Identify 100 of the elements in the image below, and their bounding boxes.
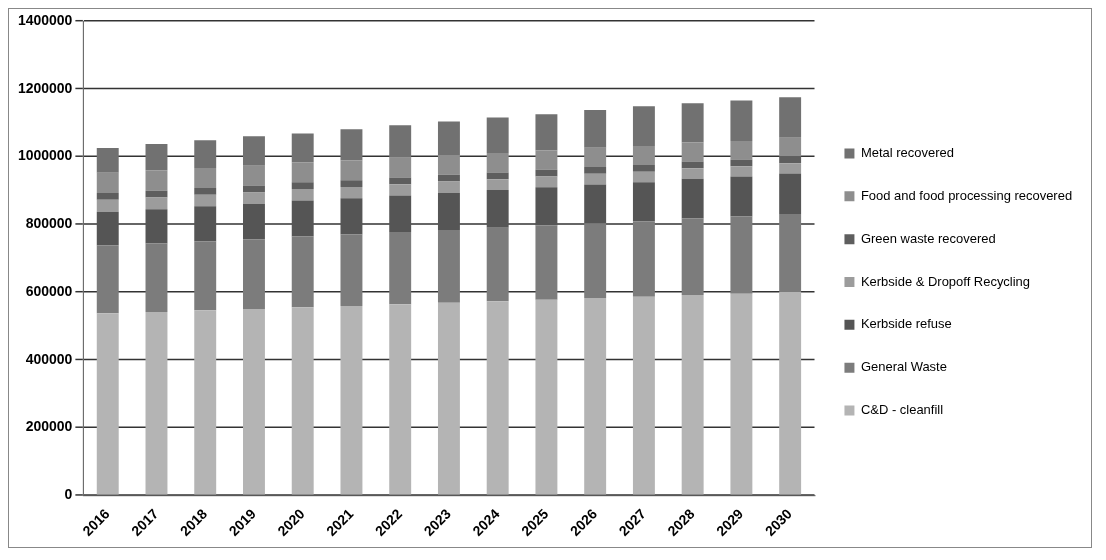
bar [730, 140, 753, 160]
bar [340, 198, 363, 235]
bar [681, 142, 704, 162]
bar [389, 304, 412, 495]
bar [437, 230, 460, 303]
bar [437, 192, 460, 230]
y-tick-label: 1200000 [18, 79, 73, 96]
bar [584, 110, 607, 148]
bar [486, 172, 509, 180]
bar [486, 117, 509, 154]
bar [486, 190, 509, 228]
bar [243, 192, 265, 204]
bar [486, 227, 509, 302]
bar [584, 173, 607, 185]
bar [243, 308, 265, 495]
bar [437, 155, 460, 175]
bar [535, 187, 558, 226]
bar [437, 181, 460, 193]
bar [340, 160, 363, 181]
bar [291, 182, 314, 190]
bar [194, 194, 217, 207]
bar [389, 177, 412, 185]
bar [535, 299, 558, 495]
bar [145, 170, 168, 191]
bar [632, 106, 655, 146]
bar [584, 166, 607, 174]
bar [389, 125, 412, 158]
bar [96, 313, 119, 495]
bar [535, 225, 558, 300]
bar [779, 156, 802, 164]
bar [584, 147, 607, 167]
bar [291, 133, 314, 163]
bar [194, 241, 217, 311]
bar [486, 301, 509, 495]
bar [437, 121, 460, 156]
bar [243, 239, 265, 309]
bar [632, 182, 655, 222]
y-tick-label: 0 [64, 486, 73, 503]
bar [145, 143, 168, 171]
legend-label: General Waste [860, 359, 947, 375]
bar [145, 197, 168, 210]
legend-label: Food and food processing recovered [860, 187, 1073, 203]
y-tick-label: 200000 [25, 418, 73, 435]
bar [730, 100, 753, 141]
bar [243, 165, 265, 186]
bar [584, 298, 607, 495]
bar [584, 184, 607, 224]
bar [535, 150, 558, 170]
bar [340, 180, 363, 187]
y-tick-label: 1400000 [18, 11, 73, 28]
bar [535, 114, 558, 151]
bar [96, 148, 119, 173]
bar [632, 296, 655, 495]
bar [779, 214, 802, 292]
bar [779, 97, 802, 138]
bar [779, 173, 802, 215]
bar [486, 153, 509, 173]
bar [681, 178, 704, 219]
bar [291, 162, 314, 183]
bar [681, 295, 704, 495]
bar [730, 293, 753, 495]
bar [194, 168, 217, 188]
bar [632, 171, 655, 183]
bar [730, 166, 753, 177]
bar [584, 223, 607, 299]
bar [340, 186, 363, 199]
bar [340, 305, 363, 495]
bar [632, 145, 655, 165]
bar [681, 103, 704, 143]
bar [96, 211, 119, 246]
bar [96, 245, 119, 314]
bar [194, 310, 217, 495]
bar [389, 232, 412, 305]
bar [681, 168, 704, 179]
bar [730, 216, 753, 294]
bar [194, 187, 217, 195]
bar [96, 172, 119, 194]
bar [291, 236, 314, 308]
bar [243, 203, 265, 240]
bar [145, 243, 168, 312]
bar [291, 189, 314, 201]
bar [291, 200, 314, 237]
bar [681, 218, 704, 296]
bar [96, 193, 119, 200]
y-tick-label: 600000 [25, 282, 73, 299]
bar [779, 137, 802, 157]
bar [145, 311, 168, 495]
bar [535, 176, 558, 188]
bar [340, 129, 363, 161]
bar [291, 307, 314, 495]
legend-label: C&D - cleanfill [860, 402, 944, 418]
bar [194, 140, 217, 168]
legend-label: Metal recovered [860, 145, 954, 161]
bar [730, 176, 753, 217]
bar [779, 163, 802, 174]
bar [243, 136, 265, 166]
legend-label: Green waste recovered [860, 230, 996, 246]
bar [389, 195, 412, 233]
y-tick-label: 800000 [25, 215, 73, 232]
y-tick-label: 400000 [25, 350, 73, 367]
